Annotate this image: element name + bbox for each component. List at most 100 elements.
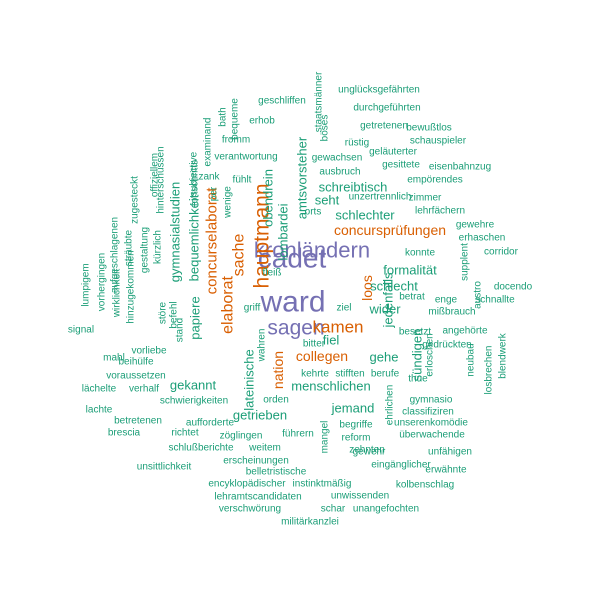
word-96: bitter — [303, 339, 326, 350]
word-12: loos — [359, 275, 375, 301]
word-14: amtsvorsteher — [295, 136, 310, 219]
word-66: lehrfächern — [415, 206, 465, 217]
word-37: durchgeführten — [353, 103, 420, 114]
word-20: bequemlichkeit — [187, 194, 202, 281]
word-139: belletristische — [246, 467, 307, 478]
word-19: schlechter — [335, 208, 395, 223]
word-3: sagen — [267, 317, 324, 340]
word-130: zehnten — [349, 445, 385, 456]
word-43: bequeme — [230, 98, 241, 140]
word-107: stifften — [335, 369, 364, 380]
word-45: hinterschüssen — [156, 146, 167, 213]
word-78: fleiß — [263, 268, 282, 279]
word-57: ausbruch — [319, 167, 360, 178]
word-86: enge — [435, 295, 458, 306]
word-15: obendrein — [261, 169, 276, 227]
word-32: jemand — [331, 401, 375, 416]
word-35: geschliffen — [258, 96, 306, 107]
word-116: lachte — [86, 405, 113, 416]
word-90: griff — [244, 303, 261, 314]
word-134: unfähigen — [428, 447, 472, 458]
word-24: schlecht — [370, 279, 418, 294]
word-111: verhalf — [129, 384, 159, 395]
word-125: zöglingen — [220, 431, 263, 442]
word-142: kolbenschlag — [396, 480, 454, 491]
word-63: zugesteckt — [130, 176, 141, 224]
word-51: verantwortung — [214, 152, 277, 163]
word-118: ehrlichen — [385, 385, 396, 426]
word-17: seht — [315, 193, 340, 208]
word-137: unsittlichkeit — [137, 462, 192, 473]
word-67: orts — [305, 207, 322, 218]
word-102: beihülfe — [118, 357, 153, 368]
word-71: kürzlich — [153, 230, 164, 264]
word-135: erscheinungen — [223, 456, 289, 467]
word-31: lateinische — [242, 349, 257, 410]
word-46: fortschritts — [190, 160, 201, 206]
word-105: voraussetzen — [106, 371, 165, 382]
word-9: concursprüfungen — [334, 222, 446, 238]
word-26: wider — [368, 302, 401, 317]
word-132: weitem — [248, 443, 281, 454]
word-22: papiere — [188, 296, 203, 339]
word-80: hinzugekommen — [126, 250, 137, 323]
word-61: unzertrennlich — [349, 192, 412, 203]
word-2: kronländern — [254, 238, 370, 263]
word-83: austro — [473, 281, 484, 309]
word-128: reform — [342, 433, 371, 444]
word-16: lombardei — [276, 203, 291, 260]
word-33: getrieben — [233, 408, 287, 423]
word-97: gedrückten — [422, 340, 471, 351]
word-64: zimmer — [409, 193, 442, 204]
word-82: docendo — [494, 282, 533, 293]
word-114: orden — [263, 395, 289, 406]
word-106: kehrte — [301, 369, 329, 380]
word-126: führern — [282, 429, 314, 440]
word-89: mißbrauch — [428, 307, 475, 318]
word-23: formalität — [383, 263, 437, 278]
word-75: konnte — [405, 248, 435, 259]
word-39: getretenen — [360, 121, 408, 132]
word-129: überwachende — [399, 430, 465, 441]
word-8: concurselaborat — [204, 187, 221, 295]
word-1: cadet — [258, 243, 327, 274]
word-11: collegen — [296, 348, 348, 364]
word-108: berufe — [371, 369, 400, 380]
word-119: betretenen — [114, 416, 162, 427]
word-6: sache — [231, 234, 248, 277]
word-148: militärkanzlei — [281, 517, 339, 528]
word-147: unangefochten — [353, 504, 419, 515]
word-13: sündigen — [410, 329, 425, 382]
word-141: instinktmäßig — [293, 479, 352, 490]
word-87: störe — [158, 301, 169, 324]
word-79: lumpigem — [81, 263, 92, 306]
word-47: fromm — [222, 135, 250, 146]
word-81: wirklichkeit — [112, 269, 123, 319]
word-109: thue — [408, 374, 428, 385]
word-94: besetzt — [399, 327, 431, 338]
word-40: bewußtlos — [406, 123, 452, 134]
word-65: wenige — [223, 186, 234, 219]
word-36: staatsmänner — [314, 71, 325, 132]
word-4: hauptmann — [251, 183, 274, 288]
word-18: schreibtisch — [319, 180, 388, 195]
word-122: unserenkomödie — [394, 418, 468, 429]
word-143: lehramtscandidaten — [214, 492, 301, 503]
word-92: signal — [68, 325, 94, 336]
word-44: examinand — [203, 118, 214, 167]
word-98: vorliebe — [131, 346, 166, 357]
word-133: gewehr — [353, 447, 386, 458]
word-34: unglücksgefährten — [338, 85, 420, 96]
word-101: blendwerk — [498, 332, 509, 379]
word-59: fühlt — [233, 175, 252, 186]
word-85: schnallte — [475, 295, 515, 306]
word-10: nation — [270, 351, 286, 389]
word-7: elaborat — [220, 276, 237, 334]
word-42: bath — [218, 107, 229, 126]
word-28: gehe — [370, 350, 399, 365]
word-21: gymnasialstudien — [168, 182, 183, 282]
word-95: angehörte — [442, 326, 487, 337]
word-58: zank — [198, 172, 220, 183]
word-146: schar — [321, 504, 346, 515]
